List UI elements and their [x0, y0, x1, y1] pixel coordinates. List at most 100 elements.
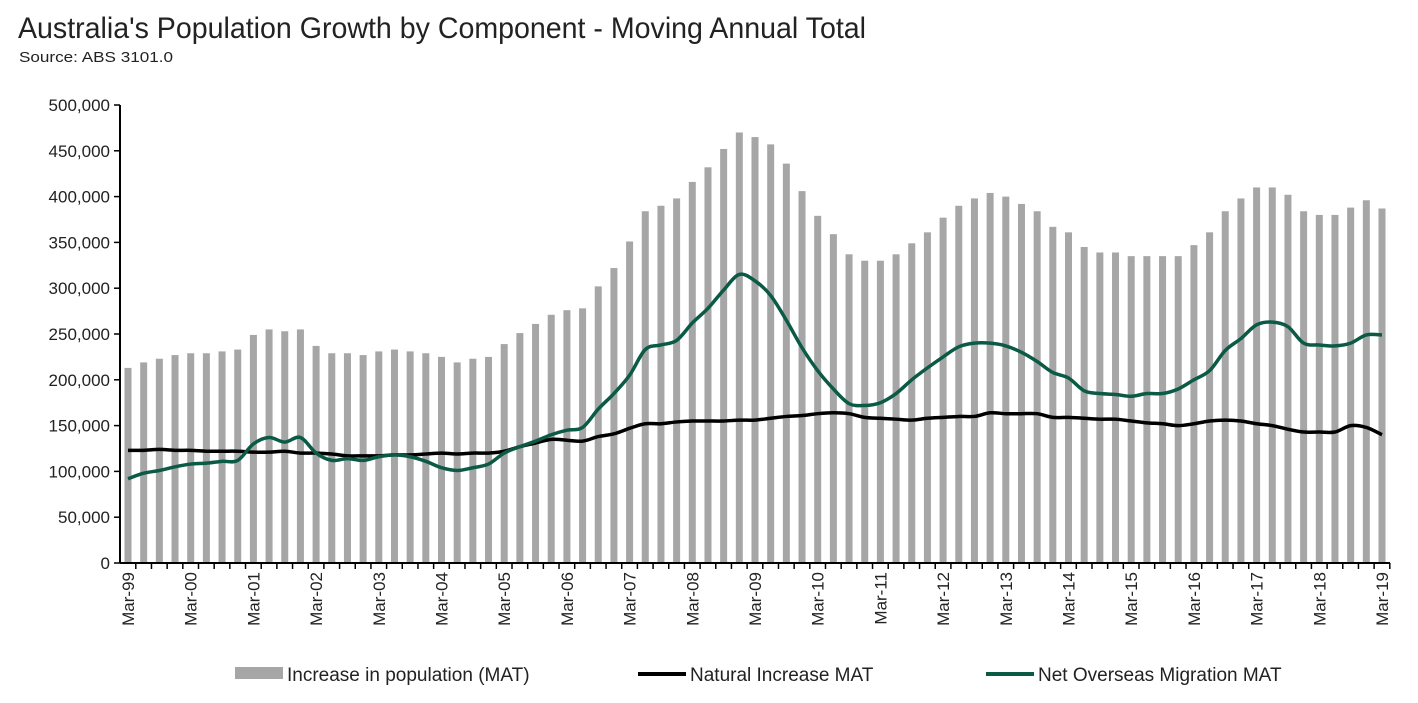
bar-increase-in-population [579, 308, 587, 563]
x-tick-label: Mar-04 [433, 572, 452, 626]
y-tick-label: 500,000 [49, 96, 110, 115]
bar-increase-in-population [1159, 256, 1167, 563]
x-tick-label: Mar-15 [1122, 572, 1141, 626]
x-tick-label: Mar-10 [809, 572, 828, 626]
bar-increase-in-population [140, 362, 148, 563]
bar-increase-in-population [1378, 208, 1386, 563]
x-tick-label: Mar-01 [244, 572, 263, 626]
x-tick-label: Mar-08 [683, 572, 702, 626]
x-tick-label: Mar-19 [1373, 572, 1392, 626]
bar-increase-in-population [1174, 256, 1182, 563]
bar-increase-in-population [798, 191, 806, 563]
bar-increase-in-population [845, 254, 853, 564]
bar-increase-in-population [155, 358, 163, 563]
legend-item: Natural Increase MAT [638, 665, 874, 686]
bar-increase-in-population [861, 260, 869, 563]
bar-increase-in-population [1362, 200, 1370, 563]
bar-increase-in-population [1284, 194, 1292, 563]
x-tick-label: Mar-07 [621, 572, 640, 626]
x-tick-label: Mar-06 [558, 572, 577, 626]
bar-increase-in-population [249, 334, 257, 563]
bar-increase-in-population [234, 349, 242, 563]
bar-increase-in-population [704, 167, 712, 563]
bar-increase-in-population [296, 329, 304, 563]
x-tick-label: Mar-99 [119, 572, 138, 626]
line-natural-increase [127, 410, 1383, 458]
bar-increase-in-population [1268, 187, 1276, 563]
y-tick-label: 100,000 [49, 462, 110, 481]
x-tick-label: Mar-16 [1185, 572, 1204, 626]
bar-increase-in-population [876, 260, 884, 563]
y-tick-label: 350,000 [49, 233, 110, 252]
x-tick-label: Mar-09 [746, 572, 765, 626]
bar-increase-in-population [1065, 232, 1072, 563]
bar-increase-in-population [626, 241, 634, 563]
y-tick-label: 200,000 [49, 371, 110, 390]
bar-increase-in-population [1331, 214, 1339, 564]
legend-label: Net Overseas Migration MAT [1038, 665, 1282, 686]
y-tick-label: 150,000 [49, 417, 110, 436]
y-tick-label: 0 [101, 554, 110, 573]
bar-increase-in-population [1112, 252, 1120, 563]
x-tick-label: Mar-12 [934, 572, 953, 626]
bar-increase-in-population [892, 254, 900, 564]
bar-increase-in-population [688, 181, 696, 563]
x-tick-label: Mar-17 [1248, 572, 1267, 626]
line-net-overseas-migration [127, 272, 1383, 481]
bar-increase-in-population [1002, 196, 1010, 563]
bar-increase-in-population [202, 353, 210, 563]
bar-increase-in-population [673, 198, 681, 563]
bar-increase-in-population [281, 331, 289, 563]
bar-increase-in-population [1253, 187, 1261, 563]
bar-increase-in-population [265, 329, 273, 563]
x-tick-label: Mar-14 [1060, 572, 1079, 626]
bar-increase-in-population [124, 367, 132, 563]
bar-increase-in-population [1221, 211, 1229, 564]
bar-increase-in-population [751, 137, 759, 563]
x-tick-label: Mar-03 [370, 572, 389, 626]
bar-increase-in-population [1096, 252, 1104, 563]
y-tick-label: 450,000 [49, 142, 110, 161]
bar-increase-in-population [328, 353, 336, 563]
bar-increase-in-population [767, 144, 775, 563]
legend-label: Increase in population (MAT) [287, 665, 530, 686]
bar-increase-in-population [657, 205, 665, 563]
bar-increase-in-population [218, 351, 226, 563]
legend-item: Increase in population (MAT) [235, 665, 530, 686]
bar-increase-in-population [908, 243, 916, 564]
bar-increase-in-population [469, 358, 477, 563]
x-tick-label: Mar-13 [997, 572, 1016, 626]
bar-increase-in-population [1080, 246, 1088, 564]
bar-increase-in-population [814, 215, 822, 563]
bar-increase-in-population [594, 286, 602, 563]
bar-increase-in-population [720, 148, 728, 563]
bar-increase-in-population [453, 362, 461, 563]
bar-increase-in-population [829, 234, 837, 563]
chart-subtitle: Source: ABS 3101.0 [19, 49, 173, 66]
bar-increase-in-population [1127, 256, 1135, 563]
bar-increase-in-population [1143, 256, 1151, 563]
legend-swatch-bar [235, 667, 283, 679]
legend-label: Natural Increase MAT [690, 665, 874, 686]
x-tick-label: Mar-18 [1310, 572, 1329, 626]
y-tick-label: 400,000 [49, 188, 110, 207]
bar-increase-in-population [610, 268, 618, 563]
x-tick-label: Mar-02 [307, 572, 326, 626]
x-tick-label: Mar-11 [871, 572, 890, 625]
bar-increase-in-population [641, 211, 649, 564]
y-tick-label: 50,000 [58, 508, 110, 527]
bar-increase-in-population [955, 205, 963, 563]
bar-increase-in-population [1347, 207, 1355, 564]
bar-increase-in-population [1315, 214, 1323, 564]
bar-increase-in-population [1017, 203, 1025, 564]
bar-increase-in-population [939, 217, 947, 563]
x-tick-label: Mar-00 [182, 572, 201, 626]
bar-increase-in-population [1033, 211, 1041, 564]
chart-title: Australia's Population Growth by Compone… [18, 12, 866, 45]
y-tick-label: 300,000 [49, 279, 110, 298]
bar-increase-in-population [782, 163, 790, 563]
bar-increase-in-population [735, 132, 743, 564]
bar-increase-in-population [438, 356, 445, 563]
